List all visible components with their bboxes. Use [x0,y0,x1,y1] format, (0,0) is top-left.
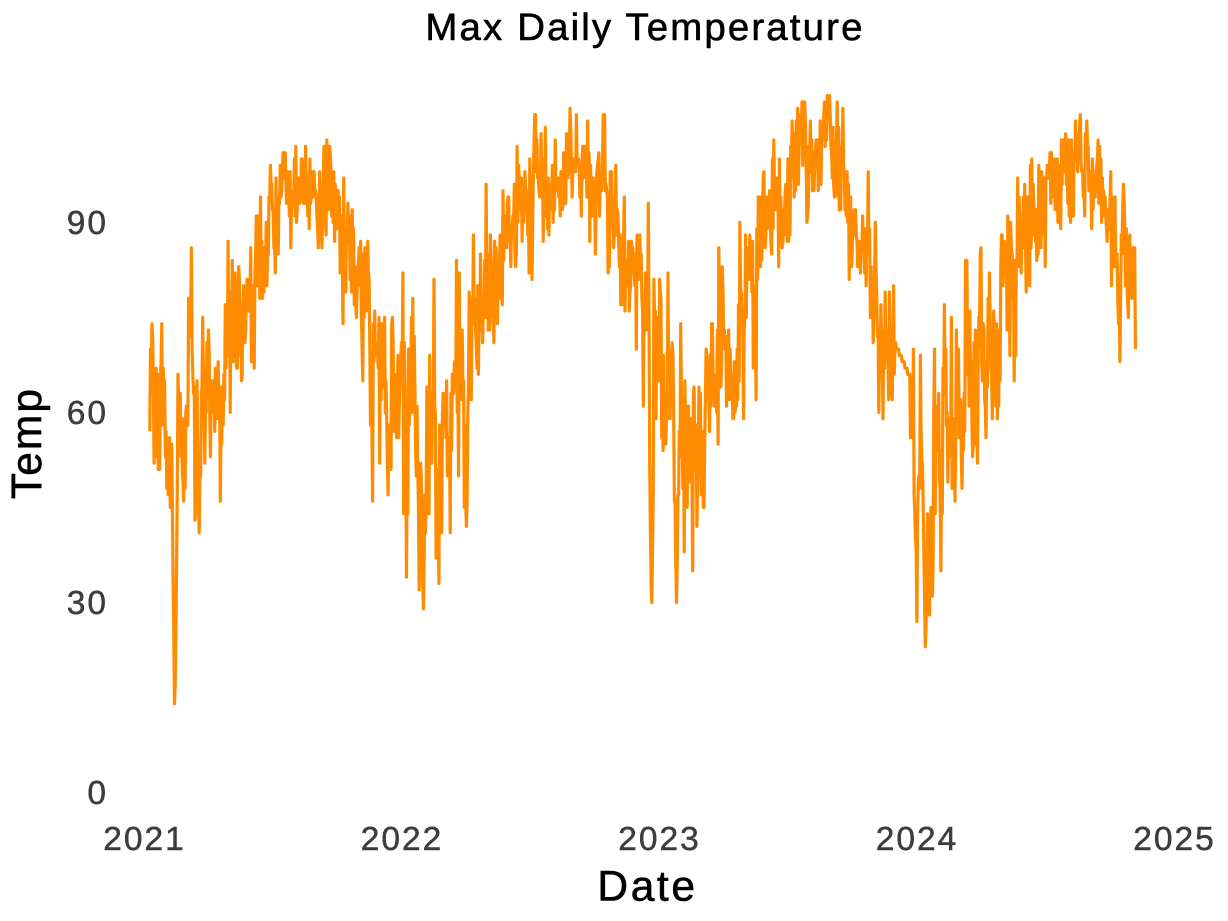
svg-text:2023: 2023 [618,821,701,858]
svg-text:Temp: Temp [4,387,51,499]
svg-text:2025: 2025 [1133,821,1216,858]
svg-text:2021: 2021 [103,821,186,858]
svg-text:Max Daily Temperature: Max Daily Temperature [425,6,864,49]
svg-text:2022: 2022 [361,821,444,858]
svg-text:90: 90 [67,205,108,242]
svg-text:30: 30 [67,585,108,622]
svg-text:Date: Date [597,864,697,911]
svg-text:2024: 2024 [876,821,959,858]
svg-text:0: 0 [87,775,106,812]
svg-text:60: 60 [67,395,108,432]
